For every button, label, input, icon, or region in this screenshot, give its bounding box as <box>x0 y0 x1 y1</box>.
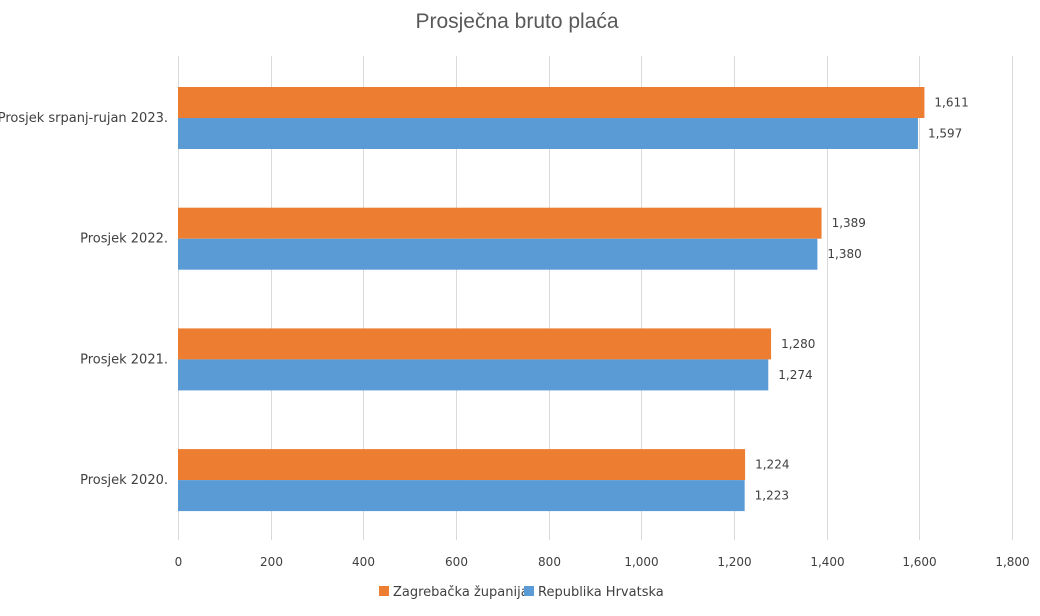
data-label: 1,223 <box>755 489 789 503</box>
data-label: 1,597 <box>928 127 962 141</box>
legend-swatch <box>379 586 389 596</box>
legend: Zagrebačka županija Republika Hrvatska <box>379 585 664 600</box>
bar <box>178 207 822 239</box>
bar <box>178 328 772 360</box>
data-label: 1,389 <box>832 216 866 230</box>
chart-title: Prosječna bruto plaća <box>415 10 618 33</box>
data-label: 1,380 <box>827 247 861 261</box>
x-tick-label: 1,600 <box>902 555 936 569</box>
bar <box>178 118 918 149</box>
bar <box>178 449 746 481</box>
x-tick-label: 1,400 <box>810 555 844 569</box>
category-label: Prosjek 2021. <box>80 352 168 367</box>
x-tick-label: 0 <box>175 555 183 569</box>
legend-label: Republika Hrvatska <box>538 585 664 600</box>
bar <box>178 359 769 391</box>
data-label: 1,274 <box>778 368 812 382</box>
bar <box>178 87 925 118</box>
bars <box>178 87 925 512</box>
bar <box>178 238 818 270</box>
labels: 0 200 400 600 800 1,000 1,200 1,400 1,600 1,800 1,… <box>0 96 1030 570</box>
data-label: 1,224 <box>755 458 789 472</box>
x-tick-label: 800 <box>538 555 561 569</box>
data-label: 1,280 <box>781 337 815 351</box>
bar <box>178 480 745 512</box>
x-tick-label: 600 <box>445 555 468 569</box>
x-tick-label: 200 <box>260 555 283 569</box>
legend-swatch <box>524 586 534 596</box>
x-tick-label: 1,000 <box>624 555 658 569</box>
legend-label: Zagrebačka županija <box>393 585 529 600</box>
x-tick-label: 1,800 <box>995 555 1029 569</box>
category-label: Prosjek srpanj-rujan 2023. <box>0 111 168 126</box>
category-label: Prosjek 2022. <box>80 232 168 247</box>
x-tick-label: 1,200 <box>717 555 751 569</box>
data-label: 1,611 <box>934 96 968 110</box>
category-label: Prosjek 2020. <box>80 473 168 488</box>
x-tick-label: 400 <box>352 555 375 569</box>
